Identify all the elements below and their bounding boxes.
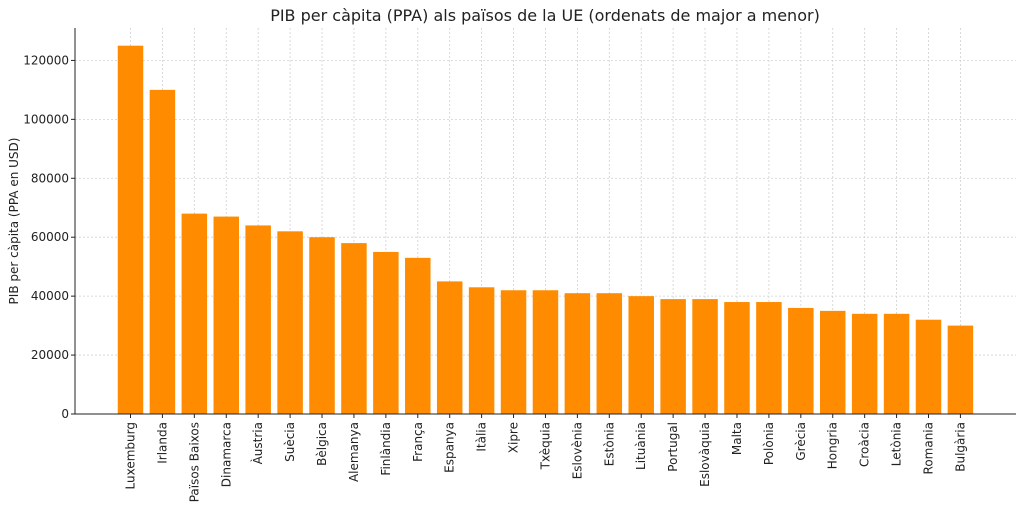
x-tick-label: Àustria [250,422,265,464]
x-tick-label: Països Baixos [187,422,201,502]
x-tick-label: Polònia [762,422,776,465]
bar [756,302,782,414]
x-tick-label: Dinamarca [219,422,233,487]
x-tick-label: Finlàndia [379,422,393,476]
x-tick-label: França [411,422,425,462]
x-tick-label: Hongria [826,422,840,469]
x-tick-label: Lituània [634,422,648,470]
x-tick-label: Grècia [794,422,808,461]
x-tick-label: Estònia [602,422,616,466]
bar [947,325,974,414]
x-tick-label: Eslovàquia [698,422,712,487]
axes [71,28,1016,418]
bar [660,299,686,414]
x-tick-label: Suècia [283,422,297,462]
bar [628,296,654,414]
bar [373,251,399,414]
x-tick-label: Croàcia [858,422,872,467]
y-tick-label: 100000 [23,112,69,126]
bar [883,313,910,414]
bar [596,293,623,414]
x-tick-label: Portugal [666,422,680,472]
y-tick-label: 20000 [31,348,69,362]
x-tick-label: Romania [922,422,936,474]
bar [117,45,144,415]
x-tick-label: Itàlia [475,422,489,452]
chart-title: PIB per càpita (PPA) als països de la UE… [270,6,820,25]
x-tick-label: Luxemburg [124,422,138,489]
bars [117,45,974,415]
bar [564,293,591,414]
bar [213,216,240,414]
y-tick-labels: 0 20000 40000 60000 80000 100000 120000 [23,53,69,421]
y-tick-label: 120000 [23,53,69,67]
x-tick-label: Xipre [507,422,521,453]
bar [692,299,718,414]
x-tick-label: Txèquia [538,422,552,470]
bar [341,243,367,414]
x-tick-label: Espanya [443,422,457,473]
bar [405,257,431,414]
bar [915,319,942,414]
x-tick-label: Irlanda [155,422,169,464]
bar [851,313,878,414]
y-tick-label: 40000 [31,289,69,303]
x-tick-label: Bèlgica [315,422,329,466]
x-tick-label: Eslovènia [570,422,584,479]
bar [245,225,271,414]
bar [819,310,846,414]
x-tick-label: Letònia [890,422,904,466]
bar [468,287,495,414]
bar [532,290,559,414]
y-tick-label: 60000 [31,230,69,244]
y-tick-label: 0 [61,407,69,421]
bar [788,307,814,414]
x-tick-labels: Luxemburg Irlanda Països Baixos Dinamarca Àu… [124,422,968,502]
x-tick-label: Alemanya [347,422,361,482]
bar [436,281,463,414]
y-axis-label: PIB per càpita (PPA en USD) [7,138,21,305]
bar [277,231,303,414]
bar [181,213,208,414]
bar [500,290,527,414]
bar [724,302,750,414]
x-tick-label: Malta [730,422,744,455]
y-tick-label: 80000 [31,171,69,185]
bar [149,89,176,414]
bar [309,237,335,414]
x-tick-label: Bulgària [953,422,967,472]
